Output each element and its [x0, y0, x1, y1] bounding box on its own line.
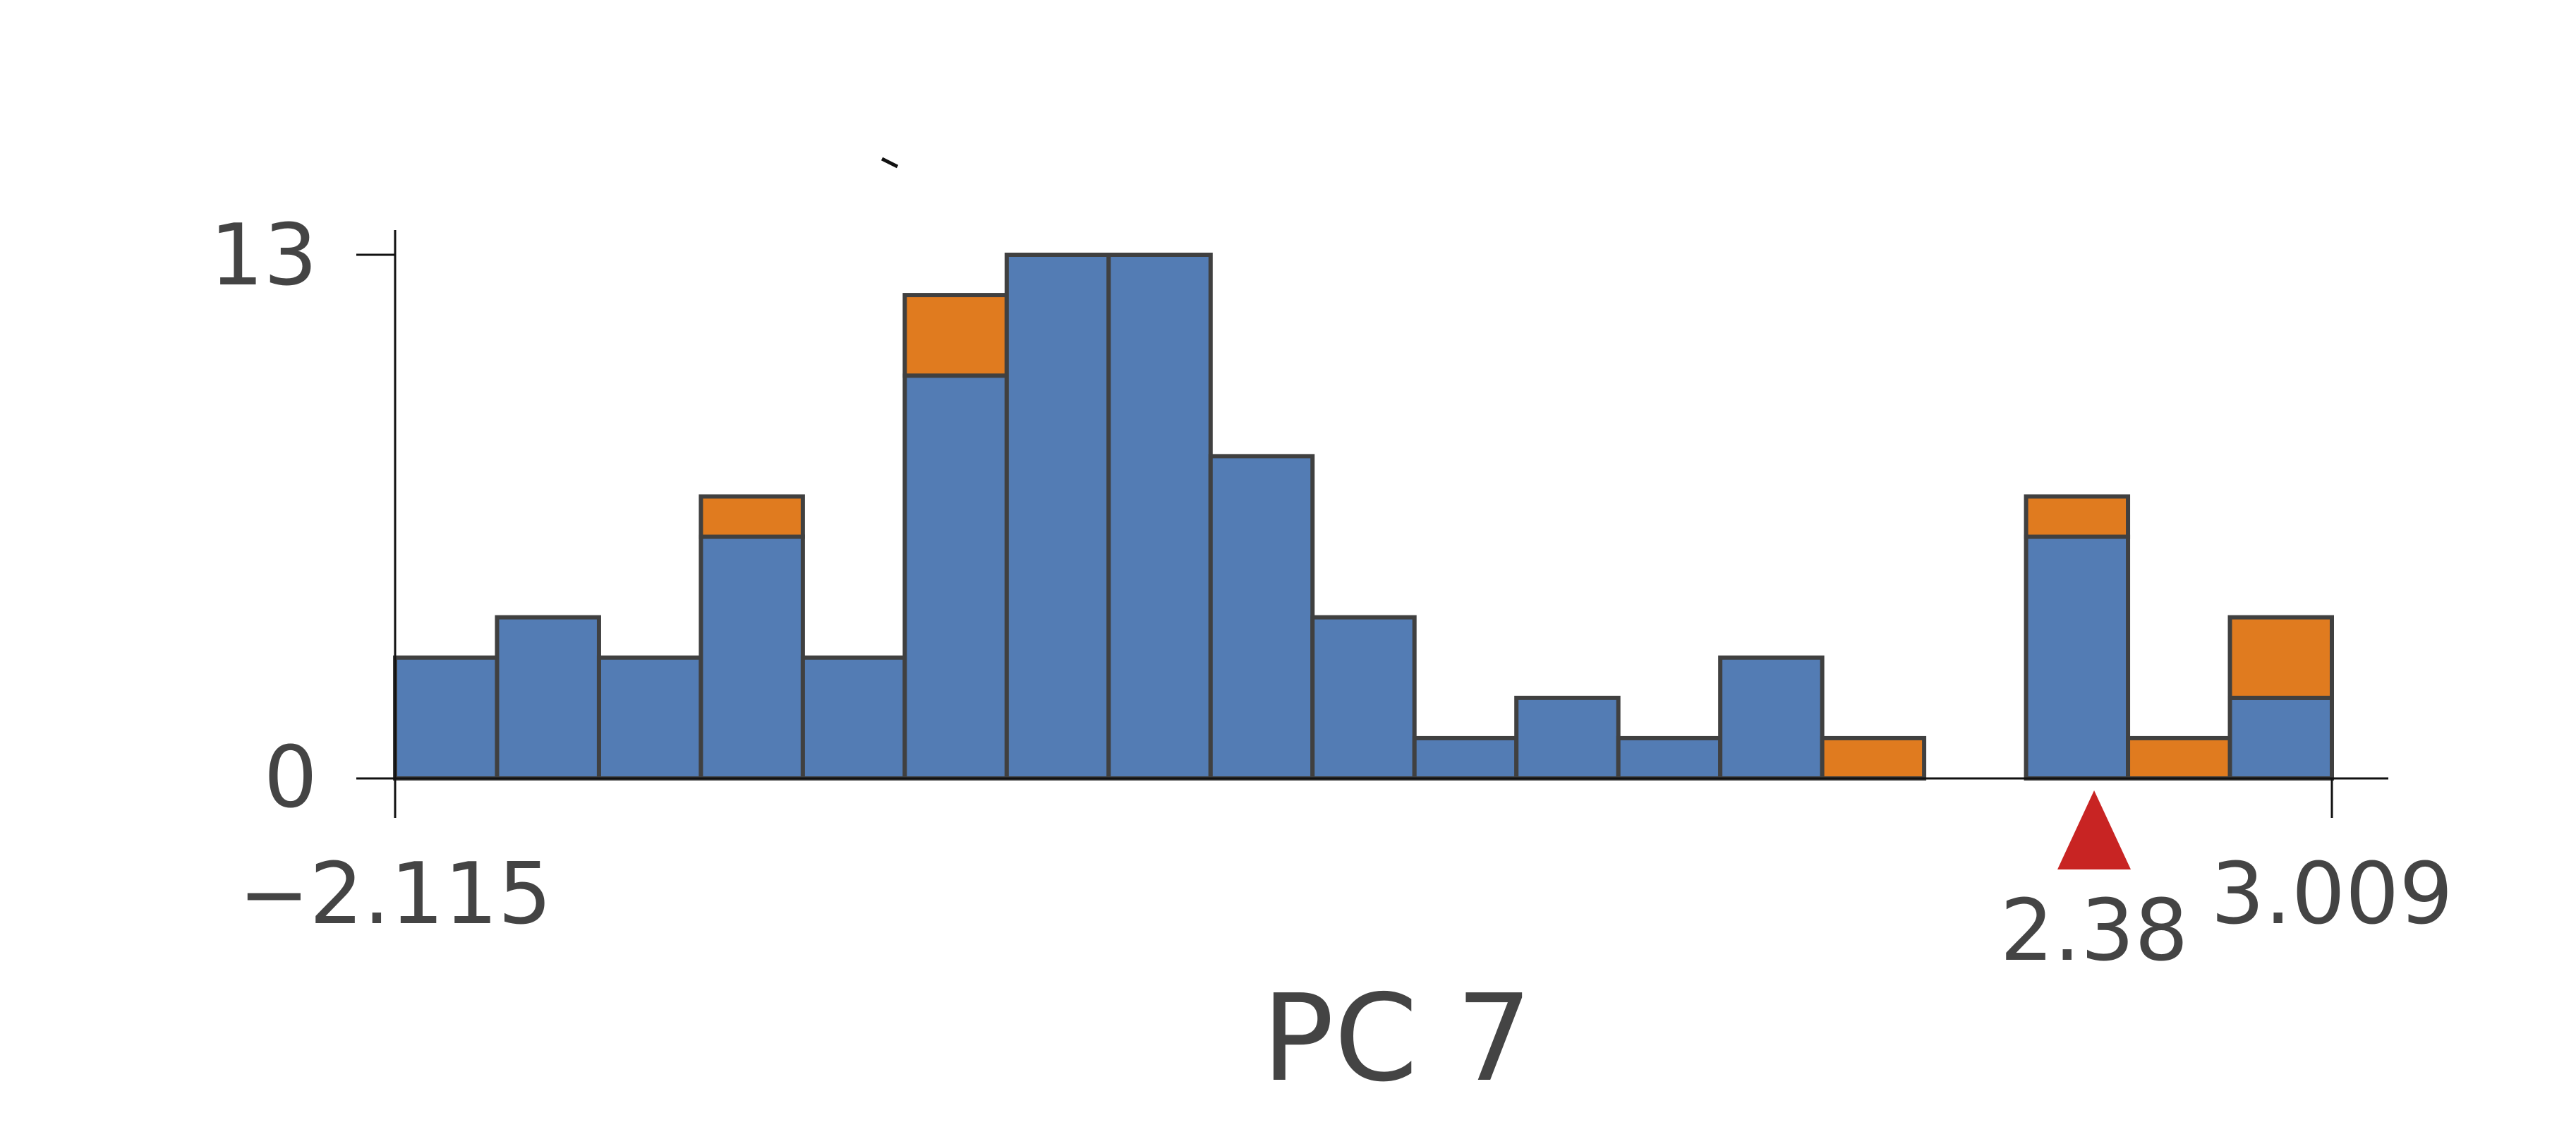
- histogram-bar-segment-primary: [800, 655, 907, 781]
- stray-mark: [881, 157, 899, 169]
- histogram-bar-segment-secondary: [1820, 735, 1927, 781]
- bars-layer: [393, 253, 2335, 781]
- y-tick-label: 0: [264, 729, 318, 827]
- marker-layer: 2.38: [2000, 790, 2189, 980]
- histogram-bar-segment-primary: [2024, 534, 2131, 781]
- value-marker-triangle: [2057, 790, 2131, 869]
- histogram-bar-segment-primary: [902, 373, 1009, 781]
- histogram-bar-segment-primary: [1718, 655, 1825, 781]
- histogram-bar-segment-secondary: [699, 494, 805, 539]
- histogram-bar-segment-primary: [699, 534, 805, 781]
- x-tick-label: −2.115: [238, 845, 552, 944]
- axes-layer: 0 13 −2.115 3.009 PC 7: [210, 157, 2453, 1109]
- histogram-bar-segment-primary: [1412, 735, 1519, 781]
- histogram-bar-segment-primary: [1616, 735, 1723, 781]
- histogram-bar-segment-primary: [1208, 454, 1315, 781]
- value-marker-label: 2.38: [2000, 882, 2188, 980]
- histogram-bar-segment-secondary: [2227, 615, 2335, 700]
- y-tick-label: 13: [210, 207, 318, 305]
- histogram-bar-segment-secondary: [2024, 494, 2131, 539]
- histogram-bar-segment-primary: [393, 655, 500, 781]
- histogram-bar-segment-primary: [1106, 253, 1213, 781]
- histogram-bar-segment-secondary: [902, 293, 1009, 378]
- x-axis-label: PC 7: [1262, 969, 1532, 1109]
- histogram-bar-segment-primary: [1004, 253, 1111, 781]
- histogram-bar-segment-primary: [495, 615, 601, 781]
- histogram-bar-segment-primary: [1514, 695, 1621, 781]
- histogram-bar-segment-primary: [1310, 615, 1417, 781]
- histogram-bar-segment-primary: [2227, 695, 2335, 781]
- histogram-bar-segment-primary: [596, 655, 703, 781]
- x-tick-label: 3.009: [2211, 845, 2453, 944]
- histogram-bar-segment-secondary: [2126, 735, 2232, 781]
